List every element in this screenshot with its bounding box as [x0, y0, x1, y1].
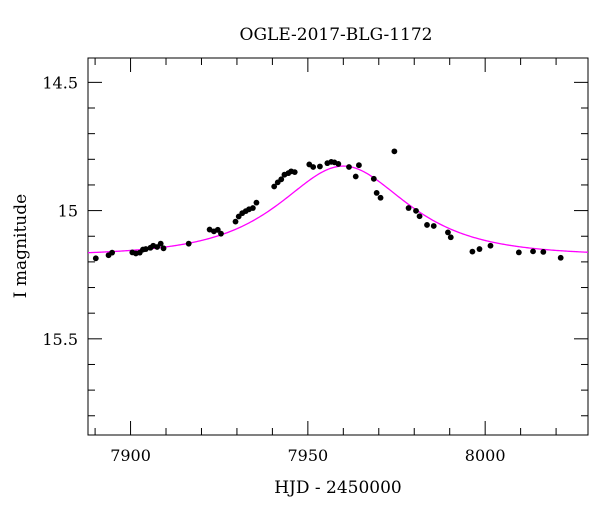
data-point	[373, 190, 380, 196]
y-axis-label: I magnitude	[11, 194, 31, 298]
data-point	[160, 245, 167, 252]
data-point	[540, 248, 547, 255]
y-tick-label: 14.5	[42, 73, 78, 92]
data-point	[424, 222, 430, 228]
data-point	[249, 205, 256, 211]
data-point	[271, 183, 278, 190]
data-point	[430, 223, 437, 229]
data-point	[291, 169, 298, 176]
x-tick-label: 7950	[287, 446, 328, 465]
data-point	[346, 164, 352, 170]
data-point	[278, 176, 285, 183]
data-point	[476, 246, 483, 252]
data-point	[109, 249, 116, 256]
data-point	[469, 248, 476, 255]
y-tick-label: 15	[58, 202, 78, 221]
data-point	[335, 161, 342, 167]
data-point	[447, 234, 454, 241]
data-point	[515, 249, 522, 256]
data-point	[557, 254, 564, 261]
chart-title: OGLE-2017-BLG-1172	[240, 25, 433, 45]
data-point	[445, 229, 451, 236]
data-point	[253, 199, 260, 206]
data-point	[352, 173, 359, 180]
x-tick-label: 7900	[110, 446, 151, 465]
y-tick-label: 15.5	[42, 330, 78, 349]
data-point	[317, 163, 323, 170]
data-points	[92, 148, 564, 262]
data-point	[416, 213, 423, 220]
data-point	[92, 255, 99, 262]
data-point	[356, 162, 362, 169]
plot-frame	[87, 57, 589, 436]
data-point	[232, 218, 239, 225]
data-point	[530, 248, 536, 255]
data-point	[185, 240, 192, 247]
data-point	[487, 242, 494, 249]
data-point	[405, 205, 412, 211]
data-point	[218, 230, 224, 237]
x-tick-label: 8000	[465, 446, 506, 465]
model-curve	[87, 165, 589, 254]
axis-ticks	[88, 58, 588, 435]
data-point	[142, 246, 149, 252]
data-point	[370, 175, 377, 182]
data-point	[214, 226, 221, 233]
data-point	[391, 148, 398, 155]
data-point	[377, 194, 384, 201]
x-axis-label: HJD - 2450000	[274, 478, 402, 498]
data-point	[157, 240, 164, 247]
data-point	[413, 207, 419, 214]
data-point	[310, 164, 317, 170]
tick-labels: 7900 7950 8000 14.5 15 15.5	[42, 73, 505, 465]
